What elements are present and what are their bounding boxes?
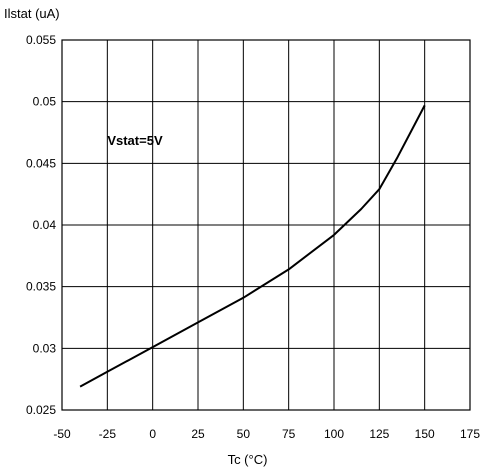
y-axis-title: Ilstat (uA) — [4, 6, 60, 21]
x-tick-label: 100 — [324, 427, 344, 441]
x-axis-title: Tc (°C) — [227, 452, 268, 467]
y-tick-label: 0.025 — [26, 403, 56, 417]
y-tick-label: 0.035 — [26, 280, 56, 294]
y-tick-labels: 0.025 0.03 0.035 0.04 0.045 0.05 0.055 — [26, 33, 56, 417]
plot-frame — [61, 39, 471, 411]
y-tick-label: 0.04 — [33, 218, 57, 232]
series-line — [79, 104, 426, 388]
x-tick-labels: -50 -25 0 25 50 75 100 125 150 175 — [53, 427, 480, 441]
annotation-label: Vstat=5V — [107, 133, 163, 148]
y-tick-label: 0.045 — [26, 156, 56, 170]
grid-lines — [62, 40, 470, 410]
x-tick-label: -50 — [53, 427, 71, 441]
x-tick-label: 75 — [282, 427, 296, 441]
x-tick-label: 150 — [415, 427, 435, 441]
x-tick-label: -25 — [99, 427, 117, 441]
x-tick-label: 25 — [191, 427, 205, 441]
y-tick-label: 0.03 — [33, 341, 57, 355]
series-group — [79, 104, 426, 388]
x-tick-label: 175 — [460, 427, 480, 441]
y-tick-label: 0.055 — [26, 33, 56, 47]
x-tick-label: 125 — [369, 427, 389, 441]
y-tick-label: 0.05 — [33, 95, 57, 109]
x-tick-label: 50 — [237, 427, 251, 441]
x-tick-label: 0 — [149, 427, 156, 441]
